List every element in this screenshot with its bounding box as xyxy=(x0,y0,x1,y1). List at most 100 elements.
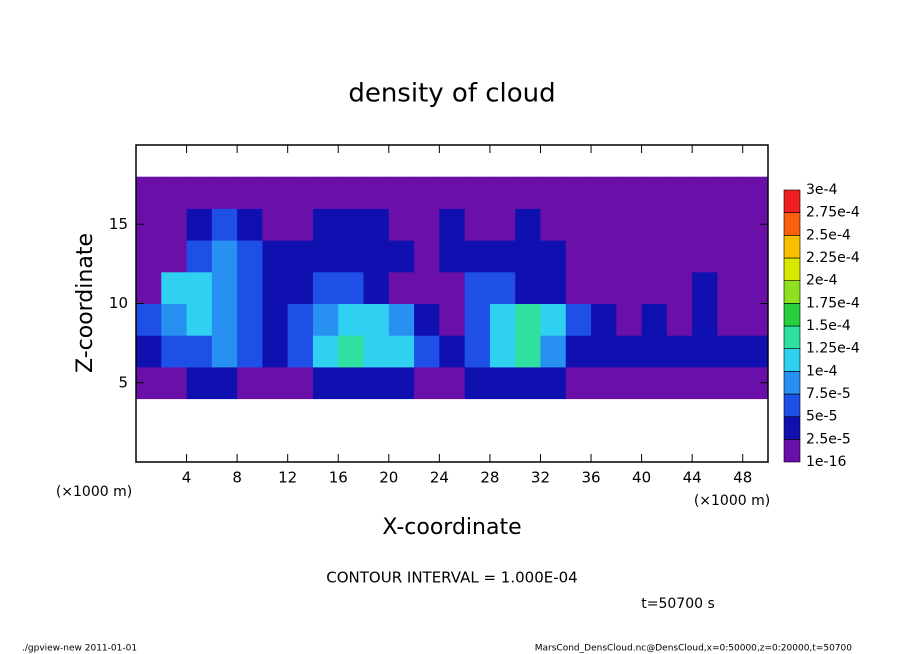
field-cell xyxy=(136,271,162,304)
field-cell xyxy=(186,176,213,209)
field-cell xyxy=(717,208,744,241)
field-cell xyxy=(515,335,541,368)
field-cell xyxy=(388,366,415,400)
field-cell xyxy=(414,303,440,336)
field-cell xyxy=(439,208,466,241)
y-tick-label: 15 xyxy=(109,215,128,233)
field-cell xyxy=(515,366,541,400)
field-cell xyxy=(237,176,263,209)
field-cell xyxy=(287,208,314,241)
field-cell xyxy=(464,271,491,304)
field-cell xyxy=(692,335,718,368)
field-cell xyxy=(439,303,466,336)
colorbar-box xyxy=(783,439,801,463)
field-cell xyxy=(616,208,643,241)
field-cell xyxy=(515,240,541,273)
field-cell xyxy=(616,240,643,273)
field-cell xyxy=(717,176,744,209)
field-cell xyxy=(363,176,390,209)
field-cell xyxy=(641,335,668,368)
field-cell xyxy=(666,335,693,368)
field-cell xyxy=(692,271,718,304)
field-cell xyxy=(565,240,592,273)
colorbar-label: 1.25e-4 xyxy=(806,341,860,357)
colorbar-box xyxy=(783,416,801,440)
field-cell xyxy=(591,366,617,400)
field-cell xyxy=(338,208,365,241)
field-cell xyxy=(312,271,339,304)
field-cell xyxy=(742,335,769,368)
field-cell xyxy=(161,271,188,304)
field-cell xyxy=(211,240,238,273)
field-cell xyxy=(186,240,213,273)
field-cell xyxy=(489,303,516,336)
x-tick-label: 32 xyxy=(531,469,550,487)
colorbar-label: 2e-4 xyxy=(806,273,838,289)
field-cell xyxy=(262,208,289,241)
x-tick-label: 16 xyxy=(329,469,348,487)
field-cell xyxy=(312,366,339,400)
field-cell xyxy=(388,303,415,336)
field-cell xyxy=(262,240,289,273)
field-cell xyxy=(338,271,365,304)
field-cell xyxy=(591,303,617,336)
field-cell xyxy=(363,208,390,241)
field-cell xyxy=(262,366,289,400)
field-cell xyxy=(717,240,744,273)
field-cell xyxy=(186,366,213,400)
field-cell xyxy=(287,303,314,336)
field-cell xyxy=(464,208,491,241)
field-cell xyxy=(641,366,668,400)
colorbar-box xyxy=(783,348,801,372)
colorbar-label: 2.25e-4 xyxy=(806,250,860,266)
field-cell xyxy=(742,176,769,209)
field-cell xyxy=(717,271,744,304)
field-cell xyxy=(136,176,162,209)
field-cell xyxy=(161,335,188,368)
field-cell xyxy=(388,271,415,304)
colorbar-box xyxy=(783,257,801,281)
field-cell xyxy=(363,271,390,304)
colorbar-label: 1.5e-4 xyxy=(806,318,851,334)
field-cell xyxy=(262,335,289,368)
field-cell xyxy=(363,335,390,368)
field-cell xyxy=(515,303,541,336)
field-cell xyxy=(211,303,238,336)
field-cell xyxy=(312,240,339,273)
field-cell xyxy=(717,303,744,336)
field-cell xyxy=(237,271,263,304)
x-tick-label: 40 xyxy=(632,469,651,487)
field-cell xyxy=(414,208,440,241)
field-cell xyxy=(616,303,643,336)
field-cell xyxy=(616,335,643,368)
field-cell xyxy=(186,335,213,368)
field-cell xyxy=(565,335,592,368)
field-cell xyxy=(464,176,491,209)
field-cell xyxy=(616,176,643,209)
field-cell xyxy=(464,303,491,336)
colorbar-box xyxy=(783,371,801,395)
field-cell xyxy=(388,208,415,241)
field-cell xyxy=(161,303,188,336)
field-cell xyxy=(439,176,466,209)
field-cell xyxy=(540,176,567,209)
field-cell xyxy=(262,176,289,209)
field-cell xyxy=(136,303,162,336)
field-cell xyxy=(237,366,263,400)
field-cell xyxy=(464,240,491,273)
field-cell xyxy=(641,176,668,209)
field-cell xyxy=(338,303,365,336)
colorbar-label: 3e-4 xyxy=(806,182,838,198)
field-cell xyxy=(591,335,617,368)
field-cell xyxy=(540,208,567,241)
field-cell xyxy=(388,176,415,209)
x-tick-label: 24 xyxy=(430,469,449,487)
field-cell xyxy=(692,366,718,400)
colorbar-label: 5e-5 xyxy=(806,409,837,425)
x-tick-label: 20 xyxy=(379,469,398,487)
colorbar-box xyxy=(783,189,801,213)
field-cell xyxy=(742,271,769,304)
x-tick-label: 8 xyxy=(232,469,242,487)
field-cell xyxy=(540,366,567,400)
